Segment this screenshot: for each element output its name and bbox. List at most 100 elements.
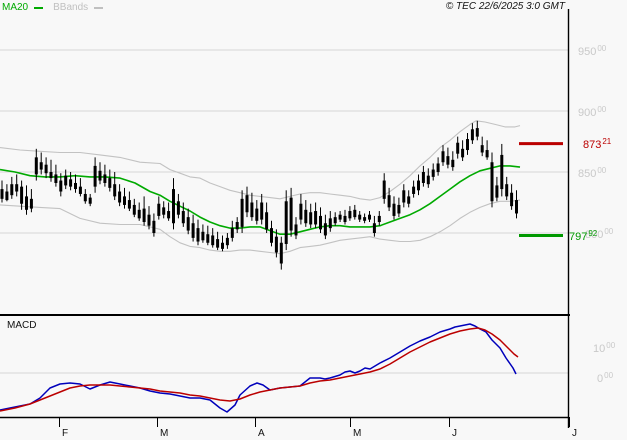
candle-body <box>446 156 450 165</box>
panel-divider <box>0 314 570 316</box>
candle-body <box>274 236 278 253</box>
candle-body <box>348 211 352 219</box>
candle-body <box>191 223 195 238</box>
candle-body <box>358 214 362 220</box>
candle-body <box>500 154 504 190</box>
signal-line <box>0 327 519 412</box>
candle-body <box>451 159 455 168</box>
candle-body <box>176 201 180 215</box>
candle-body <box>83 193 87 202</box>
label-integer-part: 800 <box>585 229 604 241</box>
candle-body <box>206 234 210 243</box>
candle-body <box>515 200 518 214</box>
candle-body <box>260 202 264 220</box>
candle-body <box>78 186 82 194</box>
candle-body <box>54 174 58 183</box>
candle-body <box>255 208 259 221</box>
candle-body <box>127 200 131 209</box>
candle-body <box>412 186 416 194</box>
candle-body <box>39 162 43 170</box>
macd-axis-label: 000 <box>597 370 613 386</box>
candle-body <box>172 189 175 224</box>
candle-body <box>495 185 499 198</box>
candle-body <box>289 197 293 231</box>
candle-body <box>137 209 141 219</box>
candle-body <box>480 145 484 153</box>
price-axis-label: 80000 <box>585 226 613 242</box>
macd-axis-label: 1000 <box>593 340 615 356</box>
candle-body <box>436 163 440 172</box>
candle-body <box>456 142 460 154</box>
macd-line <box>0 323 517 413</box>
candle-body <box>196 228 200 242</box>
candle-body <box>108 178 112 188</box>
candle-body <box>338 214 342 220</box>
legend-label-ma20: MA20 <box>2 2 29 13</box>
candle-body <box>387 195 391 208</box>
candle-body <box>15 184 19 192</box>
candle-body <box>333 217 337 224</box>
label-decimal-part: 92 <box>588 229 598 238</box>
candle-body <box>510 192 514 207</box>
candle-body <box>5 191 9 201</box>
label-decimal-part: 00 <box>597 44 607 53</box>
candle-body <box>426 175 430 185</box>
candle-body <box>152 220 156 233</box>
candle-body <box>328 218 332 229</box>
candle-body <box>485 150 489 158</box>
candle-body <box>230 228 234 238</box>
candle-body <box>98 170 102 181</box>
candle-body <box>363 217 367 221</box>
candle-body <box>142 208 146 223</box>
legend-label-bbands: BBands <box>53 2 89 13</box>
candle-body <box>216 239 220 248</box>
candle-body <box>323 223 327 236</box>
candle-body <box>186 217 190 231</box>
label-integer-part: 10 <box>593 343 606 355</box>
candle-body <box>157 203 161 216</box>
candle-body <box>103 174 107 183</box>
label-integer-part: 0 <box>597 373 604 385</box>
candle-body <box>431 169 435 177</box>
bollinger-band-line <box>0 120 521 201</box>
label-integer-part: 873 <box>583 139 602 151</box>
candle-body <box>407 196 411 204</box>
candle-body <box>377 215 381 223</box>
month-label: A <box>258 428 265 439</box>
label-integer-part: 950 <box>578 46 597 58</box>
candle-body <box>240 198 244 227</box>
candle-body <box>466 139 469 151</box>
candle-body <box>123 196 126 205</box>
candle-body <box>221 242 224 249</box>
candle-body <box>162 207 166 215</box>
candle-body <box>74 182 77 190</box>
candle-body <box>93 165 97 187</box>
candle-body <box>461 148 465 158</box>
ma20-line <box>0 165 521 235</box>
candle-body <box>368 214 371 220</box>
label-decimal-part: 00 <box>597 105 607 114</box>
candle-body <box>25 196 28 210</box>
chart-legend: MA20 BBands <box>2 2 109 13</box>
label-decimal-part: 00 <box>604 227 614 236</box>
price-axis-label: 90000 <box>578 104 606 120</box>
candle-body <box>44 164 48 174</box>
candle-body <box>299 203 303 220</box>
candle-body <box>397 204 401 214</box>
candle-body <box>235 222 239 230</box>
candle-body <box>353 209 357 218</box>
candle-body <box>304 209 308 224</box>
candle-body <box>147 214 151 226</box>
candle-body <box>20 186 24 204</box>
candle-body <box>319 215 322 230</box>
candle-body <box>421 172 425 183</box>
candle-body <box>167 211 171 219</box>
label-decimal-part: 00 <box>597 166 607 175</box>
candle-body <box>34 157 38 175</box>
price-axis-label: 87321 <box>583 136 611 152</box>
candle-body <box>88 197 92 204</box>
candle-body <box>10 184 14 196</box>
candle-body <box>372 223 376 233</box>
candle-body <box>270 228 273 243</box>
